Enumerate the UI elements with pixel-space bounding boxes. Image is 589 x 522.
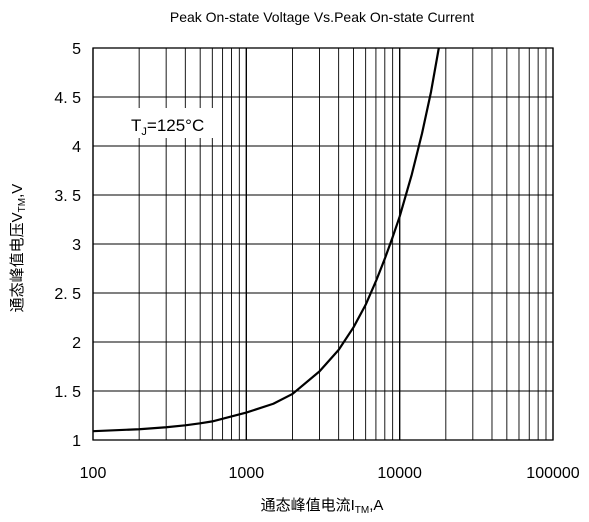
temperature-annotation: TJ=125°C <box>122 108 222 138</box>
y-tick-label: 2 <box>72 335 81 352</box>
y-tick-label: 3 <box>72 237 81 254</box>
annotation-main: T <box>131 116 141 135</box>
y-axis-label-main: 通态峰值电压V <box>9 212 26 312</box>
y-axis-label-unit: ,V <box>9 184 26 198</box>
x-tick-label: 1000 <box>229 465 265 482</box>
y-tick-label: 4. 5 <box>54 90 81 107</box>
x-axis-label-subscript: TM <box>355 505 369 516</box>
y-tick-label: 4 <box>72 139 81 156</box>
y-tick-label: 1. 5 <box>54 384 81 401</box>
x-axis-label-main: 通态峰值电流I <box>261 497 355 514</box>
series-line <box>93 48 439 431</box>
y-tick-labels: 1 1. 5 2 2. 5 3 3. 5 4 4. 5 5 <box>54 41 81 450</box>
grid-lines <box>93 48 553 440</box>
data-series <box>93 48 439 431</box>
y-tick-label: 3. 5 <box>54 188 81 205</box>
x-axis-label: 通态峰值电流ITM,A <box>261 497 384 516</box>
x-tick-labels: 100 1000 10000 100000 <box>80 465 580 482</box>
x-tick-label: 100 <box>80 465 107 482</box>
x-tick-label: 100000 <box>526 465 579 482</box>
y-tick-label: 1 <box>72 433 81 450</box>
chart-title: Peak On-state Voltage Vs.Peak On-state C… <box>170 9 474 25</box>
x-axis-label-unit: ,A <box>369 497 383 514</box>
y-tick-label: 5 <box>72 41 81 58</box>
y-axis-label-subscript: TM <box>17 198 28 212</box>
y-tick-label: 2. 5 <box>54 286 81 303</box>
annotation-tail: =125°C <box>147 116 204 135</box>
y-axis-label: 通态峰值电压VTM,V <box>9 184 28 313</box>
x-tick-label: 10000 <box>377 465 422 482</box>
